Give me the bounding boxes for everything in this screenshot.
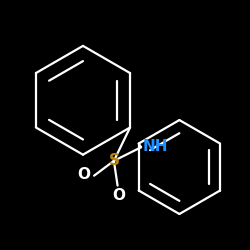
Text: O: O bbox=[112, 188, 125, 203]
Text: O: O bbox=[78, 167, 90, 182]
Text: S: S bbox=[108, 153, 120, 168]
Text: NH: NH bbox=[142, 138, 168, 154]
